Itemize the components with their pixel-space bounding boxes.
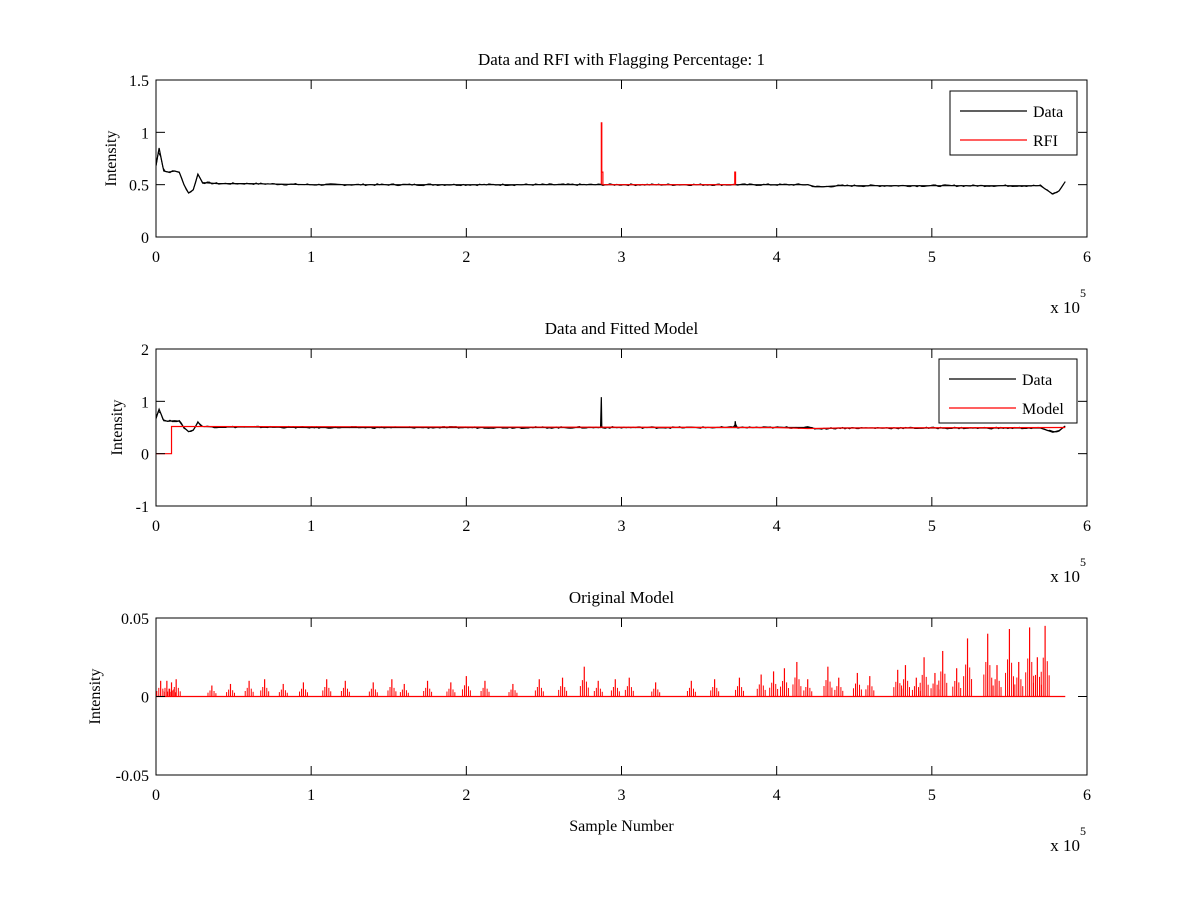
chart-title: Data and RFI with Flagging Percentage: 1 [478,50,765,69]
plot-area [156,122,1066,195]
x-tick-label: 0 [152,518,160,535]
legend-label: Data [1033,104,1063,121]
x-tick-label: 0 [152,787,160,804]
chart-title: Data and Fitted Model [545,319,699,338]
y-tick-label: 1.5 [129,73,149,90]
x-multiplier-base: x 10 [1050,567,1080,586]
plot-area [156,397,1066,455]
y-axis-label: Intensity [109,400,126,456]
x-tick-label: 4 [773,518,781,535]
legend: Data RFI [949,90,1078,156]
legend-label: RFI [1033,133,1058,150]
axes-box [155,79,1088,238]
y-tick-label: -0.05 [116,768,149,785]
x-tick-label: 1 [307,249,315,266]
y-tick-label: 0.05 [121,611,149,628]
y-tick-label: 0.5 [129,178,149,195]
y-tick-label: 0 [141,690,149,707]
x-tick-label: 1 [307,787,315,804]
x-tick-label: 5 [928,787,936,804]
y-axis-label: Intensity [87,669,104,725]
x-tick-label: 6 [1083,518,1091,535]
subplot-1: 0 1 2 3 4 5 6 0 0.5 1 1.5 Data and RFI with Flaggin… [103,50,1091,317]
x-multiplier-exponent: 5 [1080,824,1086,838]
legend-label: Model [1022,401,1064,418]
legend-label: Data [1022,372,1052,389]
y-tick-label: 2 [141,342,149,359]
x-multiplier-exponent: 5 [1080,286,1086,300]
chart-title: Original Model [569,588,675,607]
x-tick-label: 2 [462,249,470,266]
x-tick-label: 6 [1083,787,1091,804]
x-tick-label: 4 [773,787,781,804]
y-axis-label: Intensity [103,131,120,187]
series-rfi-line [600,122,737,186]
y-tick-label: 1 [141,125,149,142]
y-tick-label: 0 [141,230,149,247]
y-tick-label: -1 [136,499,149,516]
legend-box [938,358,1078,424]
x-tick-label: 4 [773,249,781,266]
series-data-line [156,147,1066,195]
x-tick-label: 2 [462,787,470,804]
x-multiplier-exponent: 5 [1080,555,1086,569]
x-tick-label: 5 [928,249,936,266]
x-tick-label: 3 [618,518,626,535]
legend: Data Model [938,358,1078,424]
y-tick-label: 1 [141,394,149,411]
x-tick-label: 0 [152,249,160,266]
legend-box [949,90,1078,156]
x-tick-label: 1 [307,518,315,535]
series-model-line [156,425,1066,455]
x-tick-label: 2 [462,518,470,535]
x-multiplier-base: x 10 [1050,836,1080,855]
x-axis-label: Sample Number [569,818,674,835]
plot-area [156,625,1066,698]
x-tick-label: 3 [618,249,626,266]
x-multiplier-base: x 10 [1050,298,1080,317]
x-tick-label: 3 [618,787,626,804]
x-tick-label: 6 [1083,249,1091,266]
y-tick-label: 0 [141,447,149,464]
x-tick-label: 5 [928,518,936,535]
